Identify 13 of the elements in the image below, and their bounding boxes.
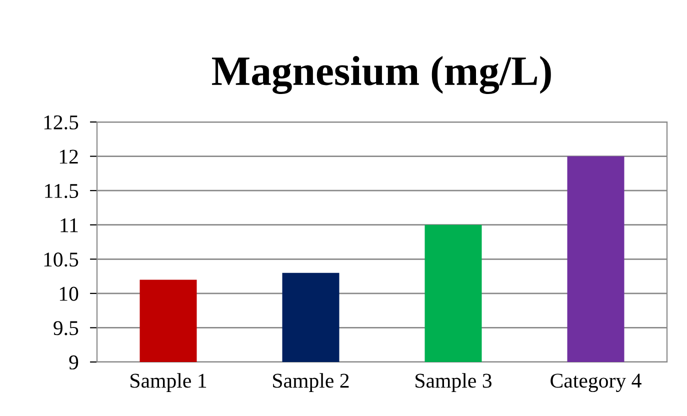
- y-tick-label: 9: [69, 355, 78, 370]
- x-tick-label: Sample 1: [130, 373, 206, 392]
- x-tick-label: Sample 3: [416, 373, 492, 392]
- y-tick-label: 11: [60, 218, 78, 232]
- y-tick-label: 11.5: [45, 184, 78, 198]
- x-tick-label: Sample 2: [273, 373, 349, 392]
- y-tick-label: 10: [60, 286, 78, 301]
- x-tick-label: Category 4: [550, 374, 642, 392]
- y-tick-label: 12.5: [44, 115, 78, 130]
- chart-title: Magnesium (mg/L): [212, 56, 551, 94]
- y-tick-label: 10.5: [44, 252, 78, 267]
- y-tick-label: 12: [60, 150, 78, 164]
- y-tick-label: 9.5: [54, 321, 78, 336]
